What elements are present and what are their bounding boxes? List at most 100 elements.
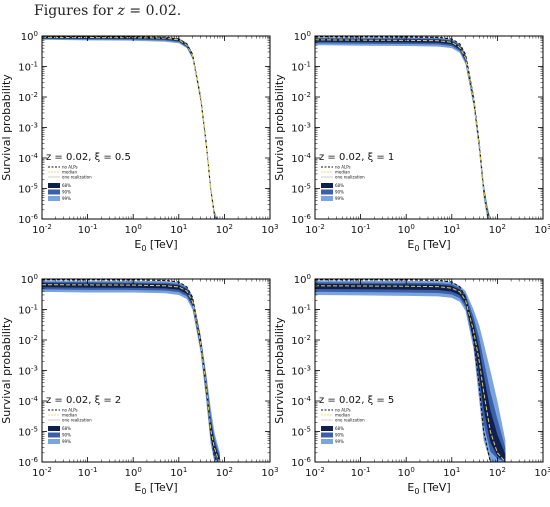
x-tick-label: 10-2 (305, 223, 325, 236)
x-tick-label: 101 (170, 466, 187, 479)
legend-band-label: 68% (62, 183, 71, 188)
x-tick-label: 10-2 (305, 466, 325, 479)
legend-line-label: median (335, 170, 350, 175)
legend-swatch-band (48, 432, 60, 438)
median-line (41, 36, 218, 220)
panel-annotation: z = 0.02, ξ = 5 (319, 395, 394, 406)
x-axis-label: E0 [TeV] (134, 238, 177, 253)
x-tick-label: 101 (443, 466, 460, 479)
plot-frame (41, 278, 271, 463)
y-tick-label: 100 (21, 30, 38, 43)
legend-swatch-band (48, 183, 60, 188)
x-tick-label: 10-1 (351, 223, 371, 236)
x-tick-label: 100 (125, 223, 142, 236)
legend-band-label: 99% (335, 196, 344, 201)
panel-annotation: z = 0.02, ξ = 1 (319, 152, 394, 163)
y-axis-label: Survival probability (0, 74, 13, 181)
y-tick-label: 10-2 (291, 91, 311, 104)
y-tick-label: 10-5 (18, 426, 38, 439)
legend-band-label: 68% (335, 426, 344, 431)
legend-swatch-band (48, 196, 60, 201)
y-tick-label: 10-3 (291, 365, 311, 378)
legend-band-label: 68% (62, 426, 71, 431)
x-tick-label: 10-2 (32, 466, 52, 479)
x-axis-label: E0 [TeV] (407, 238, 450, 253)
y-tick-label: 10-4 (18, 395, 38, 408)
legend-line-label: one realization (62, 418, 92, 423)
panel-annotation: z = 0.02, ξ = 2 (46, 395, 121, 406)
plot-frame (314, 278, 544, 463)
y-axis-label: Survival probability (0, 317, 13, 424)
legend-line-label: no ALPs (335, 408, 351, 413)
y-tick-label: 10-6 (291, 456, 311, 469)
x-tick-label: 102 (489, 223, 506, 236)
y-tick-label: 10-2 (18, 91, 38, 104)
x-tick-label: 100 (398, 223, 415, 236)
legend-band-label: 90% (335, 433, 344, 438)
y-tick-label: 10-3 (18, 365, 38, 378)
legend-band-label: 90% (335, 190, 344, 195)
y-tick-label: 10-5 (291, 183, 311, 196)
legend-line-label: one realization (62, 175, 92, 180)
legend-line-label: median (62, 413, 77, 418)
y-axis-label: Survival probability (273, 74, 286, 181)
y-tick-label: 10-6 (18, 456, 38, 469)
legend-swatch-band (321, 439, 333, 444)
x-axis-label: E0 [TeV] (407, 481, 450, 496)
y-tick-label: 10-3 (291, 122, 311, 135)
legend-line-label: one realization (335, 175, 365, 180)
x-tick-label: 102 (216, 466, 233, 479)
legend-swatch-band (321, 189, 333, 195)
figure-caption: Figures for z = 0.02. (34, 3, 182, 19)
y-tick-label: 10-6 (18, 213, 38, 226)
legend-swatch-band (321, 196, 333, 201)
legend-swatch-band (48, 189, 60, 195)
y-tick-label: 10-3 (18, 122, 38, 135)
legend-line-label: no ALPs (62, 165, 78, 170)
legend-band-label: 68% (335, 183, 344, 188)
legend-band-label: 90% (62, 190, 71, 195)
x-tick-label: 101 (443, 223, 460, 236)
legend-line-label: one realization (335, 418, 365, 423)
y-tick-label: 10-2 (18, 334, 38, 347)
x-tick-label: 102 (216, 223, 233, 236)
y-tick-label: 10-2 (291, 334, 311, 347)
legend-band-label: 99% (62, 196, 71, 201)
x-axis-label: E0 [TeV] (134, 481, 177, 496)
chart-panel-1: 10-2 10-1 100 101 102 103 10-6 10-5 10-4 10-3 10-2… (0, 30, 279, 253)
y-tick-label: 10-4 (291, 395, 311, 408)
y-tick-label: 100 (21, 273, 38, 286)
legend-swatch-band (321, 426, 333, 431)
y-tick-label: 10-1 (18, 304, 38, 317)
y-tick-label: 10-6 (291, 213, 311, 226)
x-tick-label: 103 (261, 223, 278, 236)
y-tick-label: 10-1 (18, 61, 38, 74)
y-tick-label: 10-1 (291, 304, 311, 317)
median-line (41, 284, 221, 463)
y-tick-label: 10-5 (291, 426, 311, 439)
legend-band-label: 90% (62, 433, 71, 438)
x-tick-label: 10-1 (78, 223, 98, 236)
x-tick-label: 101 (170, 223, 187, 236)
legend-swatch-band (48, 439, 60, 444)
median-line (314, 39, 491, 220)
legend-swatch-band (48, 426, 60, 431)
x-tick-label: 103 (534, 223, 550, 236)
panel-annotation: z = 0.02, ξ = 0.5 (46, 152, 131, 163)
x-tick-label: 103 (261, 466, 278, 479)
y-tick-label: 10-4 (18, 152, 38, 165)
y-tick-label: 10-5 (18, 183, 38, 196)
y-axis-label: Survival probability (273, 317, 286, 424)
x-tick-label: 102 (489, 466, 506, 479)
legend-line-label: no ALPs (335, 165, 351, 170)
chart-panel-4: 10-2 10-1 100 101 102 103 10-6 10-5 10-4 10-3 10-2… (273, 273, 550, 496)
x-tick-label: 103 (534, 466, 550, 479)
chart-panel-3: 10-2 10-1 100 101 102 103 10-6 10-5 10-4 10-3 10-2… (0, 273, 279, 496)
x-tick-label: 10-1 (351, 466, 371, 479)
x-tick-label: 10-2 (32, 223, 52, 236)
chart-panel-2: 10-2 10-1 100 101 102 103 10-6 10-5 10-4 10-3 10-2… (273, 30, 550, 253)
legend-swatch-band (321, 432, 333, 438)
legend-band-label: 99% (335, 439, 344, 444)
x-tick-label: 100 (125, 466, 142, 479)
